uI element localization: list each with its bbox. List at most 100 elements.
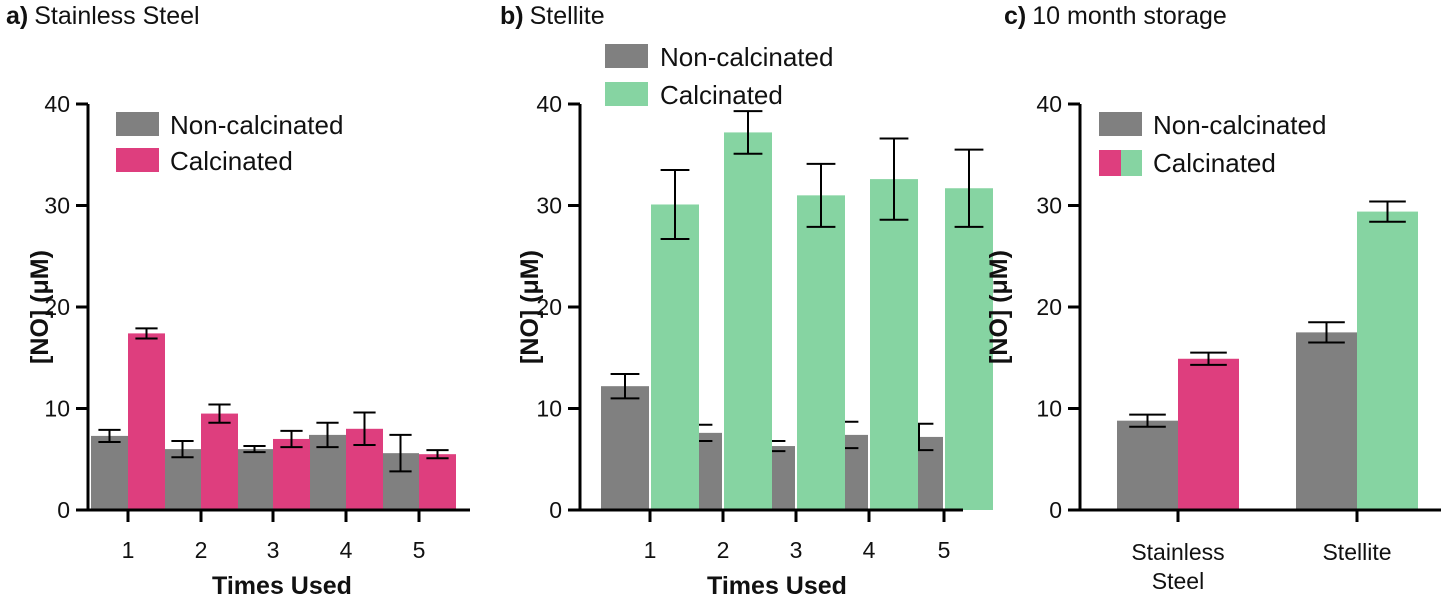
error-bar-non-calcinated-5 bbox=[389, 433, 412, 473]
error-bar-calcinated-2 bbox=[1369, 200, 1406, 223]
error-bar-calcinated-3 bbox=[280, 429, 303, 449]
error-bar-calcinated-3 bbox=[806, 162, 836, 228]
panel-a-x-axis-title: Times Used bbox=[212, 572, 352, 600]
error-bar-calcinated-1 bbox=[135, 327, 158, 340]
bar-non-calcinated-2 bbox=[164, 449, 201, 510]
legend-label-non-calcinated: Non-calcinated bbox=[170, 110, 343, 140]
x-tick-label-1: Stainless Steel bbox=[1131, 539, 1224, 594]
error-bar-calcinated-2 bbox=[733, 110, 763, 155]
error-bar-non-calcinated-1 bbox=[1129, 413, 1166, 428]
legend-label-non-calcinated: Non-calcinated bbox=[1153, 110, 1326, 140]
y-tick-label-10: 10 bbox=[44, 396, 70, 422]
error-bar-non-calcinated-2 bbox=[171, 439, 194, 459]
y-tick-label-30: 30 bbox=[44, 193, 70, 219]
legend-swatch-non-calcinated bbox=[116, 112, 159, 136]
legend-swatch-non-calcinated bbox=[1099, 112, 1142, 136]
legend-label-calcinated: Calcinated bbox=[170, 146, 293, 176]
bar-non-calcinated-2 bbox=[1296, 332, 1357, 510]
panel-c-title: c) 10 month storage bbox=[1004, 2, 1227, 30]
bar-calcinated-4 bbox=[870, 179, 918, 511]
bar-non-calcinated-3 bbox=[236, 449, 273, 510]
bar-calcinated-5 bbox=[945, 188, 993, 510]
bar-calcinated-5 bbox=[419, 454, 456, 510]
error-bar-non-calcinated-1 bbox=[610, 372, 640, 400]
panel-b-stellite: b) Stellite [NO] (μM) Times Used 0 10 20 30 4… bbox=[500, 2, 993, 600]
bar-non-calcinated-1 bbox=[1117, 420, 1178, 510]
panel-c-10-month-storage: c) 10 month storage [NO] (μM) 0 10 20 30 40 St… bbox=[985, 2, 1441, 594]
y-tick-label-30: 30 bbox=[1036, 193, 1062, 219]
legend-swatch-calcinated bbox=[116, 148, 159, 172]
y-tick-label-20: 20 bbox=[1036, 294, 1062, 320]
error-bar-calcinated-5 bbox=[426, 449, 449, 460]
bar-calcinated-2 bbox=[1357, 211, 1418, 510]
bar-calcinated-3 bbox=[797, 195, 845, 510]
panel-c-y-axis-title: [NO] (μM) bbox=[985, 250, 1013, 364]
panel-a-legend: Non-calcinated Calcinated bbox=[116, 110, 343, 176]
error-bar-non-calcinated-2 bbox=[1308, 321, 1345, 344]
error-bar-calcinated-1 bbox=[660, 168, 690, 240]
y-tick-label-40: 40 bbox=[536, 91, 562, 117]
x-tick-label-1: 1 bbox=[122, 537, 135, 563]
x-tick-label-2: 2 bbox=[717, 537, 730, 563]
panel-c-bars bbox=[1117, 200, 1418, 510]
panel-a-y-axis-title: [NO] (μM) bbox=[26, 250, 54, 364]
panel-a-bars bbox=[91, 327, 456, 510]
bar-non-calcinated-1 bbox=[91, 435, 128, 510]
y-tick-label-0: 0 bbox=[1049, 497, 1062, 523]
bar-non-calcinated-1 bbox=[601, 386, 649, 510]
error-bar-calcinated-1 bbox=[1190, 351, 1227, 366]
y-tick-label-40: 40 bbox=[1036, 91, 1062, 117]
y-tick-label-0: 0 bbox=[549, 497, 562, 523]
panel-b-legend: Non-calcinated Calcinated bbox=[605, 42, 833, 110]
y-tick-label-0: 0 bbox=[57, 497, 70, 523]
panel-a-stainless-steel: a) Stainless Steel [NO] (μM) Times Used 0… bbox=[6, 2, 470, 600]
panel-b-title: b) Stellite bbox=[500, 2, 605, 30]
y-tick-label-10: 10 bbox=[536, 396, 562, 422]
error-bar-non-calcinated-3 bbox=[243, 445, 266, 454]
legend-swatch-calcinated-stellite bbox=[1121, 150, 1142, 176]
panel-b-bars bbox=[601, 110, 993, 511]
x-tick-label-5: 5 bbox=[413, 537, 426, 563]
legend-label-calcinated: Calcinated bbox=[1153, 148, 1276, 178]
bar-calcinated-1 bbox=[1178, 358, 1239, 510]
error-bar-calcinated-4 bbox=[353, 411, 376, 447]
x-tick-label-1: 1 bbox=[644, 537, 657, 563]
y-tick-label-40: 40 bbox=[44, 91, 70, 117]
panel-b-ticks: 0 10 20 30 40 1 2 3 4 5 bbox=[536, 91, 950, 563]
x-tick-label-3: 3 bbox=[790, 537, 803, 563]
panel-a-ticks: 0 10 20 30 40 1 2 3 4 5 bbox=[44, 91, 425, 563]
error-bar-calcinated-4 bbox=[879, 137, 909, 221]
bar-calcinated-1 bbox=[128, 333, 165, 510]
bar-calcinated-3 bbox=[273, 438, 310, 510]
legend-label-non-calcinated: Non-calcinated bbox=[660, 42, 833, 72]
error-bar-calcinated-2 bbox=[208, 403, 231, 424]
x-tick-label-4: 4 bbox=[863, 537, 876, 563]
panel-b-axes bbox=[578, 104, 963, 512]
legend-swatch-non-calcinated bbox=[605, 44, 648, 68]
bar-calcinated-2 bbox=[201, 413, 238, 510]
error-bar-calcinated-5 bbox=[954, 148, 984, 228]
y-tick-label-20: 20 bbox=[536, 294, 562, 320]
bar-calcinated-2 bbox=[724, 132, 772, 511]
panel-c-axes bbox=[1078, 104, 1441, 512]
panel-c-legend: Non-calcinated Calcinated bbox=[1099, 110, 1326, 178]
panel-b-y-axis-title: [NO] (μM) bbox=[516, 250, 544, 364]
bar-calcinated-1 bbox=[651, 204, 699, 511]
legend-swatch-calcinated-stainless bbox=[1099, 150, 1121, 176]
x-tick-label-2: Stellite bbox=[1322, 539, 1391, 565]
y-tick-label-20: 20 bbox=[44, 294, 70, 320]
x-tick-label-2: 2 bbox=[195, 537, 208, 563]
error-bar-non-calcinated-4 bbox=[316, 421, 339, 449]
axis-lines bbox=[578, 104, 963, 512]
y-tick-label-30: 30 bbox=[536, 193, 562, 219]
axis-lines bbox=[1078, 104, 1441, 512]
x-tick-label-5: 5 bbox=[938, 537, 951, 563]
x-tick-label-4: 4 bbox=[340, 537, 353, 563]
axis-lines bbox=[86, 104, 470, 512]
legend-swatch-calcinated bbox=[605, 82, 648, 106]
panel-a-title: a) Stainless Steel bbox=[6, 2, 200, 30]
panel-c-ticks: 0 10 20 30 40 Stainless Steel Stellite bbox=[1036, 91, 1391, 594]
panel-b-x-axis-title: Times Used bbox=[707, 572, 847, 600]
legend-label-calcinated: Calcinated bbox=[660, 80, 783, 110]
